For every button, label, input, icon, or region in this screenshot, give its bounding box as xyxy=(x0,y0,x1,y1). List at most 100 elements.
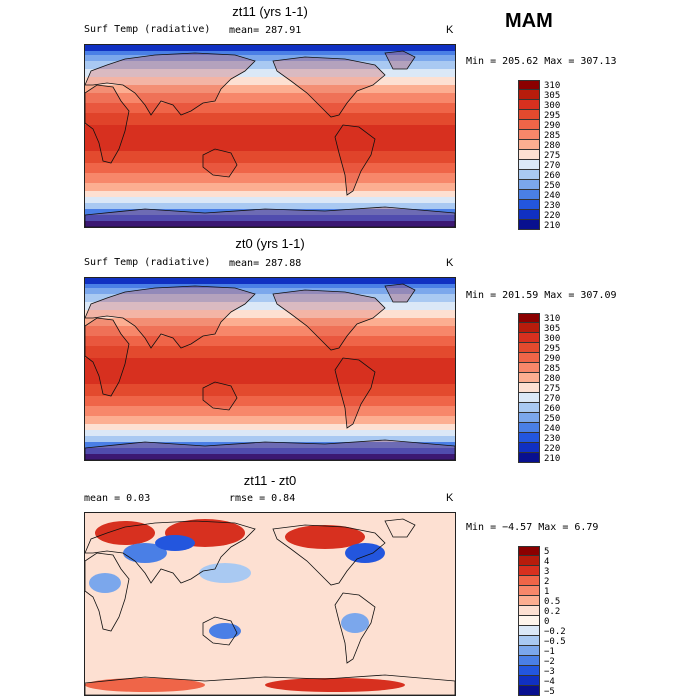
temperature-band xyxy=(85,69,455,77)
temperature-band xyxy=(85,384,455,396)
colorbar-swatch xyxy=(518,596,540,606)
temperature-band xyxy=(85,416,455,424)
temperature-band xyxy=(85,346,455,358)
colorbar-tick-label: 290 xyxy=(544,121,561,131)
coastline xyxy=(334,592,376,664)
land-shading xyxy=(85,440,455,460)
coastline xyxy=(84,520,256,584)
land-shading xyxy=(335,125,375,195)
colorbar-swatch xyxy=(518,383,540,393)
colorbar-swatch xyxy=(518,626,540,636)
temperature-band xyxy=(85,436,455,442)
land-shading xyxy=(85,286,255,348)
colorbar-swatch xyxy=(518,646,540,656)
panel-2-colorbar: 310 305 300 295 290 285 280 275 270 260 250 240 230 2… xyxy=(518,313,560,464)
coastline xyxy=(84,317,130,397)
temperature-band xyxy=(85,294,455,302)
coastline xyxy=(272,56,386,118)
colorbar-tick-label: 260 xyxy=(544,404,561,414)
colorbar-tick-label: 260 xyxy=(544,171,561,181)
colorbar-tick-label: 285 xyxy=(544,131,561,141)
colorbar-swatch xyxy=(518,566,540,576)
colorbar-tick-label: 310 xyxy=(544,81,561,91)
difference-anomaly xyxy=(285,525,365,549)
temperature-band xyxy=(85,197,455,203)
temperature-band xyxy=(85,318,455,326)
colorbar-tick-label: 1 xyxy=(544,587,550,597)
panel-1-variable: Surf Temp (radiative) xyxy=(84,24,211,35)
colorbar-swatch xyxy=(518,666,540,676)
panel-1-colorbar: 310 305 300 295 290 285 280 275 270 260 250 240 230 2… xyxy=(518,80,560,231)
temperature-band xyxy=(85,85,455,93)
temperature-band xyxy=(85,430,455,436)
colorbar-swatch xyxy=(518,90,540,100)
colorbar-tick-label: −2 xyxy=(544,657,555,667)
colorbar-swatch xyxy=(518,423,540,433)
temperature-band xyxy=(85,288,455,294)
colorbar-tick-label: 305 xyxy=(544,91,561,101)
difference-anomaly xyxy=(89,573,121,593)
colorbar-tick-label: 275 xyxy=(544,151,561,161)
colorbar-tick-label: −0.2 xyxy=(544,627,566,637)
coastline xyxy=(84,285,256,349)
temperature-band xyxy=(85,55,455,61)
colorbar-swatch xyxy=(518,190,540,200)
temperature-band xyxy=(85,406,455,416)
colorbar-tick-label: 295 xyxy=(544,344,561,354)
temperature-band xyxy=(85,442,455,448)
colorbar-swatch xyxy=(518,586,540,596)
colorbar-tick-label: 0 xyxy=(544,617,550,627)
colorbar-swatch xyxy=(518,556,540,566)
panel-2-unit: K xyxy=(446,257,454,269)
colorbar-swatch xyxy=(518,323,540,333)
coastline xyxy=(384,50,416,70)
panel-3-map-svg xyxy=(84,513,456,696)
colorbar-swatch xyxy=(518,656,540,666)
difference-anomaly xyxy=(85,678,205,692)
coastline xyxy=(202,616,238,646)
colorbar-swatch xyxy=(518,180,540,190)
colorbar-swatch xyxy=(518,343,540,353)
colorbar-swatch xyxy=(518,413,540,423)
season-label: MAM xyxy=(505,10,553,32)
colorbar-tick-label: −1 xyxy=(544,647,555,657)
difference-anomaly xyxy=(341,613,369,633)
colorbar-swatch xyxy=(518,313,540,323)
colorbar-swatch xyxy=(518,220,540,230)
temperature-band xyxy=(85,358,455,384)
panel-3-colorbar: 5 4 3 2 1 0.5 0.2 0 −0.2 −0.5 −1 −2 −3 −4 −5 xyxy=(518,546,566,697)
colorbar-tick-label: 270 xyxy=(544,394,561,404)
temperature-band xyxy=(85,103,455,113)
coastline xyxy=(84,52,256,116)
colorbar-tick-label: 4 xyxy=(544,557,550,567)
temperature-band xyxy=(85,336,455,346)
colorbar-swatch xyxy=(518,546,540,556)
panel-2-map xyxy=(84,277,456,461)
colorbar-swatch xyxy=(518,170,540,180)
coastline xyxy=(84,552,130,632)
land-shading xyxy=(273,290,385,350)
difference-anomaly xyxy=(265,678,405,692)
temperature-band xyxy=(85,448,455,454)
colorbar-swatch xyxy=(518,130,540,140)
temperature-band xyxy=(85,209,455,215)
panel-3-unit: K xyxy=(446,492,454,504)
coastline xyxy=(384,283,416,303)
coastline xyxy=(334,124,376,196)
coastline xyxy=(272,524,386,586)
colorbar-tick-label: 280 xyxy=(544,141,561,151)
difference-anomaly xyxy=(123,543,167,563)
temperature-band xyxy=(85,278,455,284)
colorbar-tick-label: −0.5 xyxy=(544,637,566,647)
colorbar-swatch xyxy=(518,140,540,150)
colorbar-tick-label: 220 xyxy=(544,444,561,454)
panel-1-minmax: Min = 205.62 Max = 307.13 xyxy=(466,56,617,67)
land-shading xyxy=(203,149,237,177)
colorbar-swatch xyxy=(518,636,540,646)
colorbar-swatch xyxy=(518,676,540,686)
colorbar-swatch xyxy=(518,160,540,170)
panel-3-rmse: rmse = 0.84 xyxy=(229,493,296,504)
temperature-band xyxy=(85,221,455,227)
colorbar-tick-label: 275 xyxy=(544,384,561,394)
colorbar-tick-label: 210 xyxy=(544,221,561,231)
